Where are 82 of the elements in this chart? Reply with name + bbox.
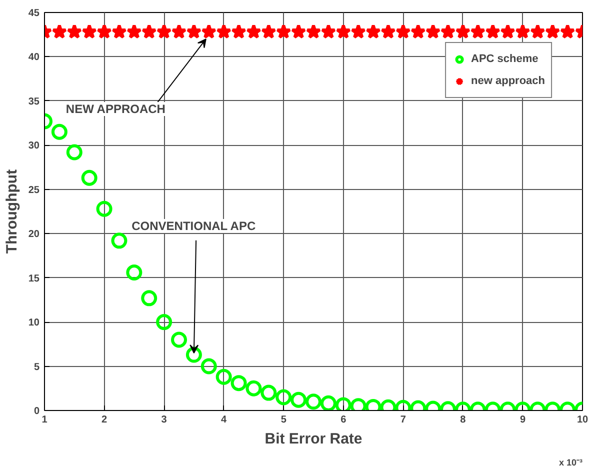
- point: [82, 24, 98, 39]
- point: [141, 24, 157, 39]
- point: [200, 358, 217, 374]
- point: [171, 332, 187, 348]
- point: [66, 144, 82, 160]
- point: [260, 384, 277, 401]
- legend-label: new approach: [471, 75, 545, 87]
- point: [320, 395, 336, 410]
- x-tick-label: 10: [576, 414, 588, 426]
- point: [560, 24, 576, 39]
- y-tick-label: 40: [28, 52, 40, 64]
- point: [141, 290, 158, 306]
- y-tick-label: 30: [28, 140, 40, 152]
- point: [156, 314, 172, 330]
- point: [216, 368, 232, 385]
- y-tick-label: 15: [28, 273, 40, 284]
- point: [290, 392, 307, 408]
- x-tick-label: 8: [460, 414, 466, 426]
- x-tick-label: 1: [42, 414, 48, 426]
- x-tick-label: 6: [340, 414, 347, 426]
- point: [216, 24, 232, 39]
- point: [500, 24, 516, 39]
- point: [186, 24, 202, 39]
- annotation: CONVENTIONAL APC: [132, 219, 256, 234]
- point: [455, 24, 471, 39]
- x-tick-label: 2: [101, 414, 108, 426]
- y-tick-label: 35: [28, 96, 40, 108]
- y-tick-label: 5: [34, 362, 40, 373]
- point: [276, 389, 292, 406]
- y-tick-label: 45: [28, 8, 40, 19]
- point: [171, 24, 187, 39]
- point: [290, 24, 306, 39]
- point: [515, 24, 530, 39]
- point: [335, 397, 352, 410]
- point: [306, 394, 322, 410]
- point: [440, 24, 456, 39]
- y-tick-label: 20: [28, 229, 40, 240]
- point: [96, 200, 112, 217]
- point: [260, 24, 276, 39]
- x-tick-label: 7: [400, 414, 406, 426]
- x-tick-label: 9: [520, 414, 526, 426]
- point: [246, 24, 262, 39]
- point: [544, 24, 560, 39]
- x-tick-label: 5: [280, 414, 287, 426]
- text: x 10⁻³: [558, 458, 583, 468]
- point: [66, 24, 82, 39]
- point: [380, 24, 396, 39]
- y-tick-label: 10: [28, 318, 40, 329]
- point: [485, 24, 501, 39]
- x-axis-title: Bit Error Rate: [264, 430, 362, 448]
- y-tick-label: 0: [34, 406, 40, 417]
- y-tick-label: 25: [28, 184, 40, 196]
- point: [246, 380, 262, 396]
- x-tick-label: 4: [221, 414, 228, 426]
- point: [336, 24, 352, 39]
- point: [126, 24, 142, 39]
- point: [112, 24, 127, 39]
- point: [230, 375, 247, 392]
- point: [395, 24, 411, 39]
- point: [410, 24, 426, 39]
- y-axis-title: Throughput: [3, 169, 20, 254]
- point: [201, 24, 217, 39]
- legend-label: APC scheme: [471, 53, 538, 65]
- point: [320, 24, 336, 39]
- point: [81, 170, 98, 186]
- x-tick-label: 3: [161, 414, 168, 426]
- point: [470, 24, 486, 39]
- point: [350, 24, 366, 39]
- point: [231, 24, 246, 39]
- point: [425, 24, 441, 39]
- point: [51, 124, 68, 140]
- point: [306, 24, 322, 39]
- point: [126, 264, 142, 281]
- point: [276, 24, 292, 39]
- point: [366, 24, 381, 39]
- point: [96, 24, 112, 39]
- point: [52, 24, 68, 39]
- annotation: NEW APPROACH: [66, 102, 166, 116]
- point: [530, 24, 546, 39]
- point: [186, 346, 202, 363]
- point: [111, 232, 128, 249]
- point: [156, 24, 172, 39]
